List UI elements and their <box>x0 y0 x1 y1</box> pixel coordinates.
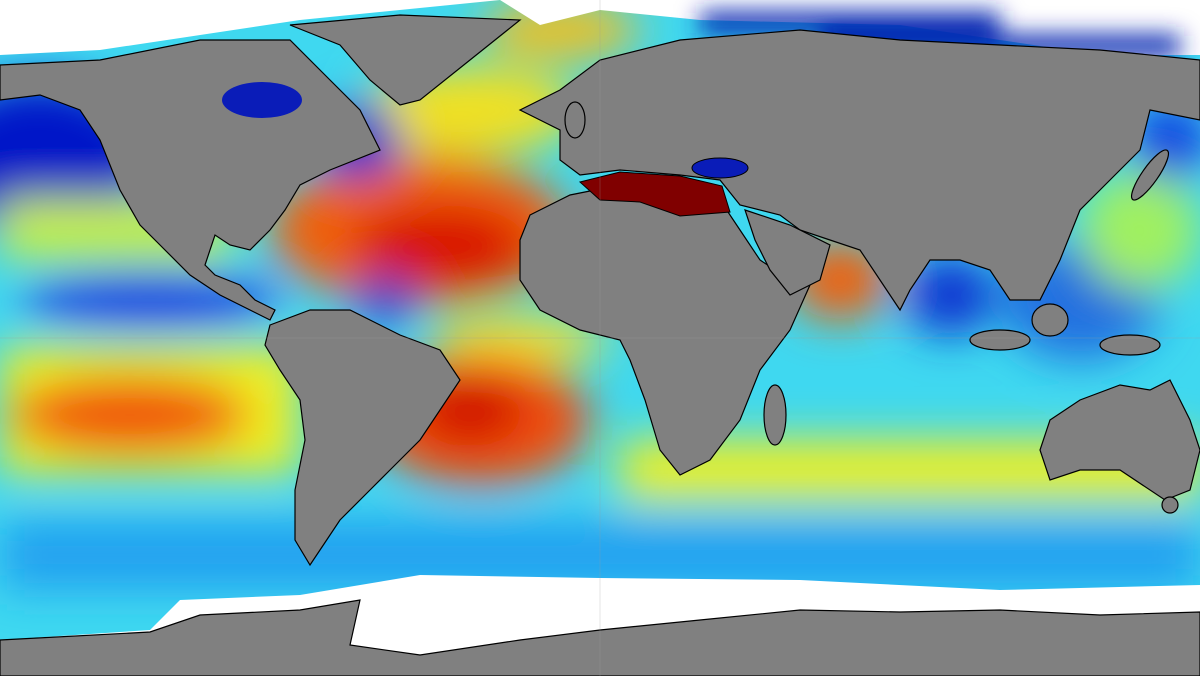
mid-salinity <box>430 315 610 365</box>
britain <box>564 101 586 139</box>
tasmania <box>1161 496 1179 514</box>
salinity-field <box>0 0 1200 590</box>
greenland <box>289 14 522 106</box>
madagascar <box>763 384 787 446</box>
south-america <box>264 309 461 567</box>
high-salinity <box>350 205 530 285</box>
japan <box>1130 149 1170 201</box>
new-guinea <box>1099 334 1161 356</box>
black-sea <box>691 157 749 179</box>
low-salinity <box>355 275 415 325</box>
low-salinity <box>905 255 995 335</box>
antarctica <box>0 599 1200 676</box>
hudson-bay <box>222 82 302 118</box>
arabia <box>744 209 831 296</box>
borneo <box>1031 303 1069 337</box>
australia <box>1039 379 1200 501</box>
mid-salinity <box>480 0 640 60</box>
mid-salinity <box>1080 170 1200 290</box>
sumatra <box>969 329 1031 351</box>
africa <box>519 184 811 476</box>
low-salinity <box>700 12 1000 34</box>
eurasia <box>518 29 1200 312</box>
high-salinity <box>10 377 250 453</box>
mediterranean <box>578 171 731 217</box>
